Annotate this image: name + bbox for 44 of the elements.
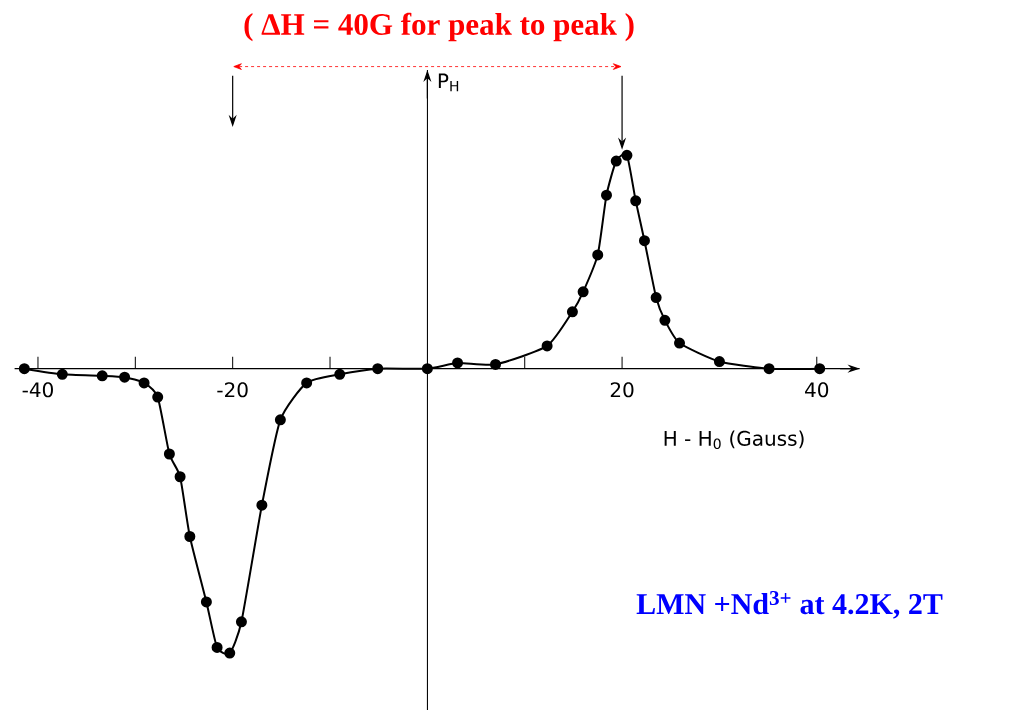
point: [235, 616, 247, 628]
point: [638, 235, 650, 247]
point: [674, 337, 686, 349]
y-axis-title: P$_{H}$: [438, 73, 459, 92]
point: [96, 370, 108, 382]
point: [18, 363, 30, 375]
point: [541, 340, 553, 352]
point: [421, 363, 433, 375]
annotation: LMN +Nd$^{3+}$ at 4.2K, 2T: [636, 590, 943, 619]
point: [630, 195, 642, 207]
point: [621, 149, 633, 161]
point: [184, 530, 196, 542]
point: [138, 377, 150, 389]
point: [256, 499, 268, 511]
point: [566, 306, 578, 318]
point: [659, 314, 671, 326]
x-axis-title: H - H$_{0}$ (Gauss): [664, 430, 804, 450]
point: [119, 371, 131, 383]
x-tick-label: 40: [805, 382, 829, 398]
point: [334, 368, 346, 380]
x-tick-label: -40: [22, 382, 53, 398]
point: [56, 368, 68, 380]
point: [211, 641, 223, 653]
point: [224, 647, 236, 659]
point: [592, 249, 604, 261]
point: [650, 292, 662, 304]
point: [814, 363, 826, 375]
chart-title: ( ΔH = 40G for peak to peak ): [244, 12, 634, 42]
point: [152, 391, 164, 403]
x-tick-label: 20: [610, 382, 634, 398]
point: [577, 286, 589, 298]
point: [372, 363, 384, 375]
point: [163, 448, 175, 460]
x-tick-label: -20: [217, 382, 248, 398]
point: [601, 189, 612, 201]
point: [452, 357, 464, 369]
point: [610, 155, 622, 167]
point: [274, 414, 286, 426]
point: [174, 471, 186, 483]
point: [200, 596, 212, 608]
point: [763, 363, 775, 375]
point: [713, 356, 725, 368]
point: [301, 377, 313, 389]
point: [490, 358, 502, 370]
